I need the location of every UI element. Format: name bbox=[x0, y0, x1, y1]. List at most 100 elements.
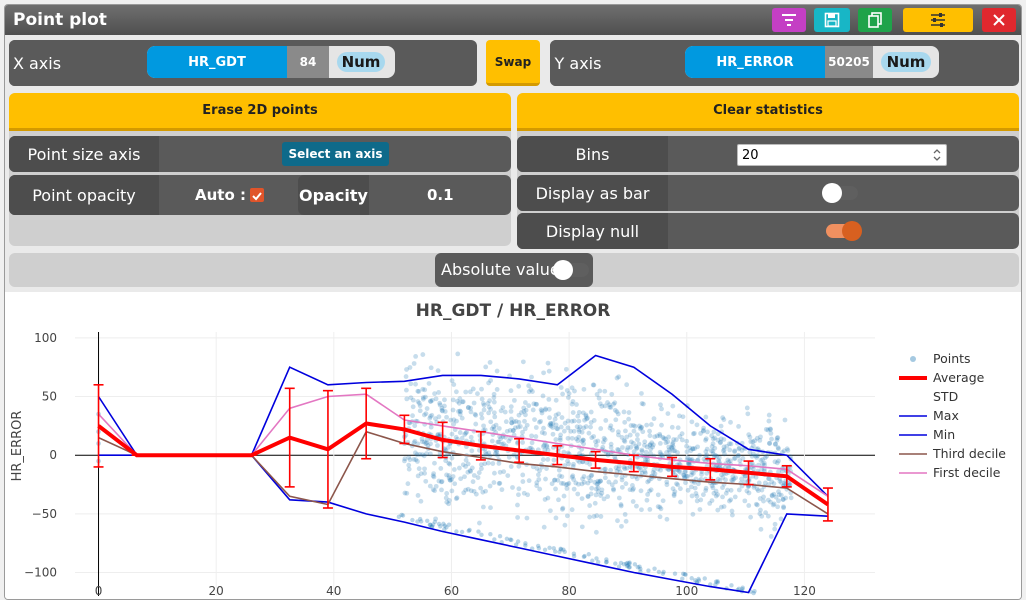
data-point bbox=[704, 470, 710, 476]
data-point bbox=[491, 399, 497, 405]
data-point bbox=[628, 423, 634, 428]
data-point bbox=[485, 460, 491, 466]
data-point bbox=[418, 498, 424, 504]
statistics-panel: Clear statistics Bins 20 Display as bar … bbox=[517, 93, 1019, 249]
point-plot-chart[interactable]: HR_GDT / HR_ERROR HR_ERROR 100 50 0 −50 −100… bbox=[5, 292, 1022, 600]
data-point bbox=[511, 452, 517, 458]
data-point bbox=[506, 454, 512, 460]
data-point bbox=[415, 388, 421, 394]
data-point bbox=[533, 425, 539, 430]
data-point bbox=[595, 559, 601, 565]
data-point bbox=[550, 420, 556, 426]
data-point bbox=[774, 437, 780, 443]
data-point bbox=[492, 414, 498, 420]
data-point bbox=[641, 401, 646, 407]
select-axis-button[interactable]: Select an axis bbox=[282, 142, 389, 166]
data-point bbox=[556, 467, 562, 473]
data-point bbox=[782, 417, 788, 423]
data-point bbox=[410, 404, 416, 410]
data-point bbox=[473, 412, 479, 418]
data-point bbox=[768, 427, 773, 432]
data-point bbox=[423, 478, 429, 484]
x-axis-field[interactable]: HR_GDT 84 Num bbox=[147, 46, 395, 78]
data-point bbox=[693, 491, 699, 496]
data-point bbox=[429, 412, 435, 418]
data-point bbox=[701, 425, 706, 431]
data-point bbox=[475, 391, 480, 397]
data-point bbox=[508, 408, 514, 414]
data-point bbox=[570, 473, 576, 479]
data-point bbox=[757, 437, 763, 443]
data-point bbox=[742, 479, 748, 485]
y-axis-field[interactable]: HR_ERROR 50205 Num bbox=[685, 46, 939, 78]
data-point bbox=[715, 437, 721, 443]
data-point bbox=[589, 472, 595, 478]
data-point bbox=[696, 576, 701, 582]
data-point bbox=[413, 457, 419, 463]
display-bar-toggle[interactable] bbox=[822, 183, 858, 203]
auto-checkbox[interactable] bbox=[250, 188, 264, 202]
data-point bbox=[642, 470, 648, 476]
data-point bbox=[410, 397, 416, 403]
data-point bbox=[412, 438, 418, 444]
data-point bbox=[459, 435, 465, 441]
data-point bbox=[670, 441, 675, 447]
data-point bbox=[616, 447, 621, 453]
data-point bbox=[669, 445, 675, 451]
y-axis-field-name: HR_ERROR bbox=[685, 46, 825, 78]
data-point bbox=[564, 481, 570, 487]
data-point bbox=[580, 459, 586, 465]
data-point bbox=[614, 409, 620, 415]
swap-button[interactable]: Swap bbox=[486, 40, 540, 86]
save-button[interactable] bbox=[814, 8, 850, 32]
data-point bbox=[501, 441, 506, 447]
erase-2d-points-button[interactable]: Erase 2D points bbox=[9, 93, 511, 131]
absolute-value-label: Absolute value bbox=[441, 260, 560, 279]
data-point bbox=[598, 426, 604, 431]
clear-statistics-button[interactable]: Clear statistics bbox=[517, 93, 1019, 131]
data-point bbox=[454, 529, 459, 534]
absolute-value-row: Absolute value bbox=[435, 253, 593, 287]
display-null-toggle[interactable] bbox=[826, 221, 862, 241]
data-point bbox=[586, 552, 591, 557]
data-point bbox=[732, 449, 737, 455]
data-point bbox=[561, 481, 566, 486]
data-point bbox=[659, 422, 664, 428]
data-point bbox=[776, 446, 781, 452]
data-point bbox=[450, 407, 456, 413]
data-point bbox=[406, 466, 412, 472]
data-point bbox=[574, 424, 580, 430]
data-point bbox=[547, 422, 553, 428]
data-point bbox=[562, 522, 568, 528]
data-point bbox=[478, 466, 484, 472]
data-point bbox=[444, 525, 449, 530]
data-point bbox=[723, 490, 729, 496]
data-point bbox=[664, 479, 670, 485]
data-point bbox=[590, 558, 595, 563]
data-point bbox=[703, 414, 709, 420]
data-point bbox=[748, 439, 754, 445]
data-point bbox=[634, 476, 640, 482]
data-point bbox=[548, 508, 553, 514]
close-button[interactable] bbox=[982, 8, 1016, 32]
spinner-icon[interactable] bbox=[932, 147, 942, 163]
data-point bbox=[496, 481, 502, 486]
data-point bbox=[576, 410, 582, 415]
data-point bbox=[701, 492, 706, 498]
data-point bbox=[608, 444, 614, 450]
data-point bbox=[729, 583, 734, 588]
data-point bbox=[436, 478, 442, 484]
filter-button[interactable] bbox=[772, 8, 806, 32]
bins-input[interactable]: 20 bbox=[737, 144, 947, 166]
absolute-value-toggle[interactable] bbox=[553, 260, 589, 280]
data-point bbox=[637, 426, 643, 432]
data-point bbox=[672, 571, 678, 576]
settings-button[interactable] bbox=[903, 8, 973, 32]
opacity-value[interactable]: 0.1 bbox=[427, 186, 454, 204]
data-point bbox=[424, 451, 429, 457]
data-point bbox=[433, 396, 439, 402]
copy-button[interactable] bbox=[858, 8, 892, 32]
data-point bbox=[577, 451, 582, 456]
data-point bbox=[624, 447, 630, 453]
data-point bbox=[588, 473, 594, 479]
